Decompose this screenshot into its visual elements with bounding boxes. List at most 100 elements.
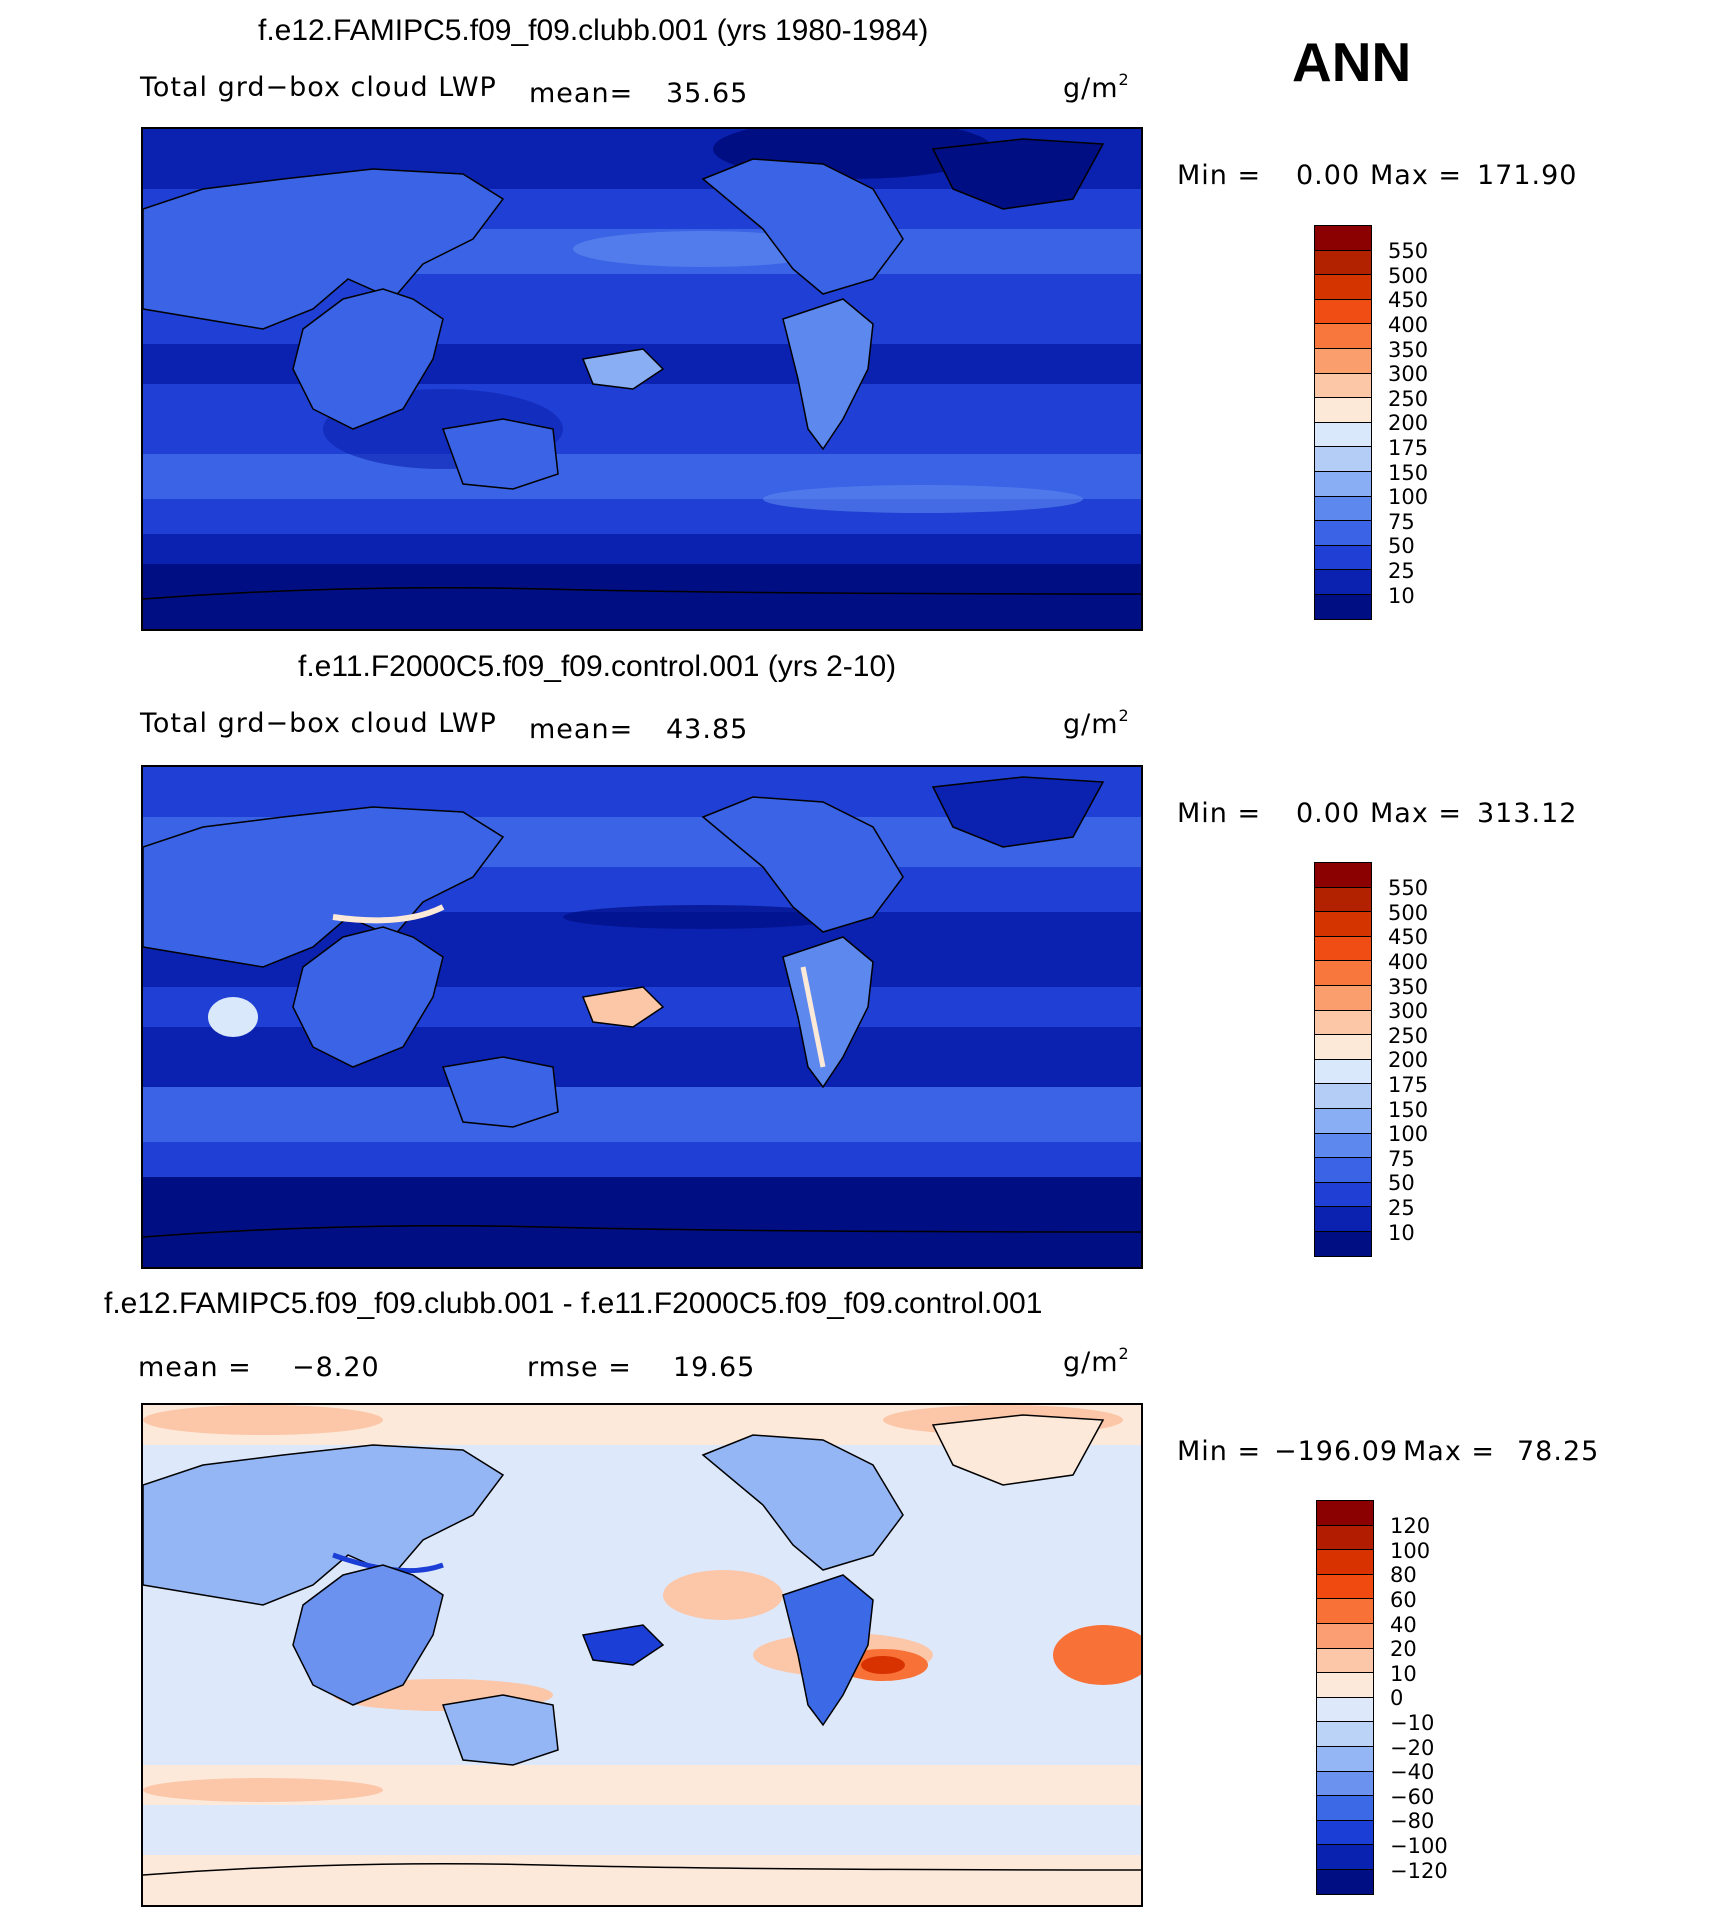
colorbar-tick-label: 10 bbox=[1390, 1661, 1417, 1686]
panel1-max-value: 171.90 bbox=[1477, 160, 1578, 191]
panel2-field-label: Total grd−box cloud LWP bbox=[140, 708, 497, 739]
panel2-max-label: Max = bbox=[1370, 798, 1463, 829]
colorbar-swatch bbox=[1314, 960, 1372, 987]
panel2-mean-label: mean= bbox=[529, 714, 634, 745]
colorbar-swatch bbox=[1314, 1231, 1372, 1258]
colorbar-swatch bbox=[1314, 862, 1372, 889]
colorbar-swatch bbox=[1316, 1598, 1374, 1625]
colorbar-tick-label: 175 bbox=[1388, 1072, 1429, 1097]
colorbar-tick-label: 40 bbox=[1390, 1612, 1417, 1637]
colorbar-tick-label: 175 bbox=[1388, 435, 1429, 460]
colorbar-tick-label: 10 bbox=[1388, 583, 1415, 608]
colorbar-tick-label: −120 bbox=[1390, 1858, 1448, 1883]
colorbar-tick-label: 75 bbox=[1388, 509, 1415, 534]
colorbar-swatch bbox=[1316, 1549, 1374, 1576]
panel3-rmse-value: 19.65 bbox=[673, 1352, 756, 1383]
colorbar-swatch bbox=[1316, 1623, 1374, 1650]
colorbar-tick-label: 150 bbox=[1388, 460, 1429, 485]
colorbar-tick-label: 120 bbox=[1390, 1514, 1431, 1539]
colorbar-tick-label: 25 bbox=[1388, 558, 1415, 583]
colorbar-tick-label: 350 bbox=[1388, 337, 1429, 362]
panel1-min-label: Min = bbox=[1177, 160, 1262, 191]
colorbar-swatch bbox=[1314, 348, 1372, 375]
colorbar-swatch bbox=[1314, 446, 1372, 473]
panel2-units: g/m2 bbox=[1063, 706, 1130, 740]
colorbar-tick-label: 400 bbox=[1388, 949, 1429, 974]
colorbar-swatch bbox=[1314, 985, 1372, 1012]
panel3-mean-label: mean = bbox=[138, 1352, 252, 1383]
panel2-map-field bbox=[143, 767, 1141, 1267]
colorbar-tick-label: 50 bbox=[1388, 534, 1415, 559]
season-label: ANN bbox=[1292, 31, 1412, 93]
colorbar-tick-label: 400 bbox=[1388, 312, 1429, 337]
colorbar-swatch bbox=[1316, 1696, 1374, 1723]
panel1-field-label: Total grd−box cloud LWP bbox=[140, 72, 497, 103]
colorbar-swatch bbox=[1314, 421, 1372, 448]
colorbar-swatch bbox=[1314, 1034, 1372, 1061]
colorbar-tick-label: 60 bbox=[1390, 1587, 1417, 1612]
panel1-title: f.e12.FAMIPC5.f09_f09.clubb.001 (yrs 198… bbox=[258, 14, 929, 47]
colorbar-swatch bbox=[1316, 1795, 1374, 1822]
colorbar-swatch bbox=[1314, 935, 1372, 962]
colorbar-swatch bbox=[1314, 1083, 1372, 1110]
colorbar-swatch bbox=[1314, 569, 1372, 596]
colorbar-tick-label: 550 bbox=[1388, 876, 1429, 901]
colorbar-tick-label: 20 bbox=[1390, 1637, 1417, 1662]
panel1-mean-value: 35.65 bbox=[666, 78, 749, 109]
colorbar-tick-label: 75 bbox=[1388, 1146, 1415, 1171]
colorbar-swatch bbox=[1314, 471, 1372, 498]
colorbar-swatch bbox=[1314, 1157, 1372, 1184]
colorbar-swatch bbox=[1314, 372, 1372, 399]
panel2-min-label: Min = bbox=[1177, 798, 1262, 829]
colorbar-tick-label: 250 bbox=[1388, 1023, 1429, 1048]
colorbar-tick-label: 200 bbox=[1388, 1048, 1429, 1073]
colorbar-swatch bbox=[1314, 520, 1372, 547]
colorbar-tick-label: −100 bbox=[1390, 1833, 1448, 1858]
colorbar-tick-label: 50 bbox=[1388, 1171, 1415, 1196]
colorbar-swatch bbox=[1316, 1524, 1374, 1551]
colorbar-tick-label: 250 bbox=[1388, 386, 1429, 411]
colorbar-tick-label: −20 bbox=[1390, 1735, 1435, 1760]
panel1-units: g/m2 bbox=[1063, 70, 1130, 104]
colorbar-tick-label: 450 bbox=[1388, 925, 1429, 950]
colorbar-swatch bbox=[1314, 544, 1372, 571]
colorbar-swatch bbox=[1314, 249, 1372, 276]
colorbar-tick-label: 100 bbox=[1388, 1122, 1429, 1147]
panel1-max-label: Max = bbox=[1370, 160, 1463, 191]
colorbar-tick-label: 100 bbox=[1388, 485, 1429, 510]
colorbar-swatch bbox=[1314, 274, 1372, 301]
panel3-units: g/m2 bbox=[1063, 1344, 1130, 1378]
colorbar-swatch bbox=[1314, 1009, 1372, 1036]
colorbar-swatch bbox=[1316, 1770, 1374, 1797]
panel1-map bbox=[141, 127, 1143, 631]
panel3-min-value: −196.09 bbox=[1274, 1436, 1399, 1467]
panel2-mean-value: 43.85 bbox=[666, 714, 749, 745]
panel3-map bbox=[141, 1403, 1143, 1907]
colorbar-swatch bbox=[1316, 1746, 1374, 1773]
panel3-map-field bbox=[143, 1405, 1141, 1905]
colorbar-swatch bbox=[1314, 397, 1372, 424]
colorbar-tick-label: 10 bbox=[1388, 1220, 1415, 1245]
colorbar-swatch bbox=[1316, 1869, 1374, 1896]
colorbar-swatch bbox=[1314, 495, 1372, 522]
colorbar-tick-label: 300 bbox=[1388, 999, 1429, 1024]
colorbar-tick-label: 350 bbox=[1388, 974, 1429, 999]
colorbar-swatch bbox=[1314, 886, 1372, 913]
colorbar-swatch bbox=[1316, 1500, 1374, 1527]
colorbar-tick-label: 150 bbox=[1388, 1097, 1429, 1122]
colorbar-tick-label: 25 bbox=[1388, 1195, 1415, 1220]
colorbar-tick-label: 500 bbox=[1388, 900, 1429, 925]
colorbar-swatch bbox=[1314, 1206, 1372, 1233]
colorbar-tick-label: 200 bbox=[1388, 411, 1429, 436]
colorbar-tick-label: 100 bbox=[1390, 1538, 1431, 1563]
colorbar-tick-label: 80 bbox=[1390, 1563, 1417, 1588]
colorbar-swatch bbox=[1314, 1108, 1372, 1135]
panel1-min-value: 0.00 bbox=[1296, 160, 1361, 191]
panel3-max-value: 78.25 bbox=[1517, 1436, 1600, 1467]
panel2-min-value: 0.00 bbox=[1296, 798, 1361, 829]
colorbar-tick-label: −40 bbox=[1390, 1760, 1435, 1785]
colorbar-tick-label: −10 bbox=[1390, 1710, 1435, 1735]
colorbar-tick-label: −60 bbox=[1390, 1784, 1435, 1809]
panel3-min-label: Min = bbox=[1177, 1436, 1262, 1467]
panel2-map bbox=[141, 765, 1143, 1269]
